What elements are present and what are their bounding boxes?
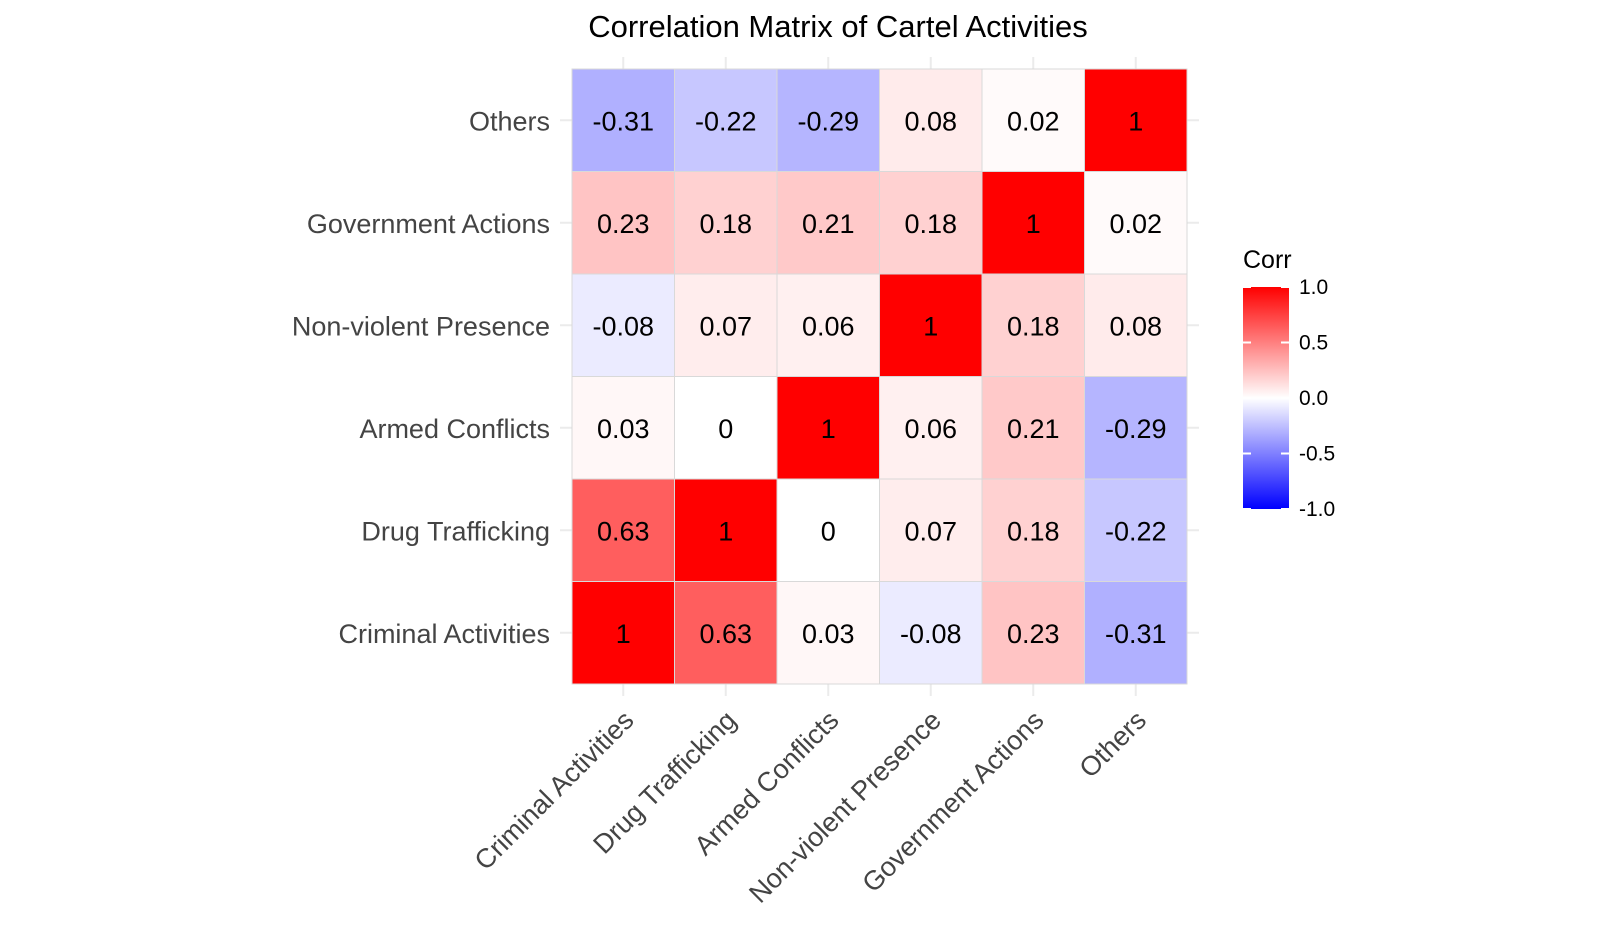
heatmap-cell-label: 1 bbox=[1128, 106, 1143, 136]
x-tick-label-non-violent-presence: Non-violent Presence bbox=[743, 705, 947, 909]
legend-tick-label: 1.0 bbox=[1299, 276, 1328, 299]
heatmap-cell-armed-conflicts-others bbox=[776, 68, 880, 172]
heatmap-cell-label: 0.18 bbox=[699, 209, 752, 239]
heatmap-cell-drug-trafficking-drug-trafficking bbox=[674, 478, 778, 582]
heatmap-cell-label: -0.31 bbox=[1105, 619, 1167, 649]
heatmap-cell-non-violent-presence-others bbox=[879, 68, 983, 172]
heatmap-cell-label: 0.06 bbox=[904, 414, 957, 444]
heatmap-cell-label: -0.29 bbox=[1105, 414, 1167, 444]
heatmap-cell-label: 0.03 bbox=[597, 414, 650, 444]
legend-tick-label: 0.5 bbox=[1299, 332, 1328, 355]
heatmap-cell-armed-conflicts-non-violent-presence bbox=[776, 273, 880, 377]
heatmap-cell-label: 0.02 bbox=[1109, 209, 1162, 239]
heatmap-cell-others-non-violent-presence bbox=[1084, 273, 1188, 377]
heatmap-cell-label: 0.21 bbox=[1007, 414, 1060, 444]
heatmap-cell-drug-trafficking-criminal-activities bbox=[674, 581, 778, 685]
legend-title: Corr bbox=[1243, 246, 1292, 274]
heatmap-cell-label: 0.07 bbox=[904, 516, 957, 546]
heatmap-cell-armed-conflicts-criminal-activities bbox=[776, 581, 880, 685]
heatmap-cell-government-actions-drug-trafficking bbox=[981, 478, 1085, 582]
heatmap-cell-label: 1 bbox=[616, 619, 631, 649]
legend-tick-label: -0.5 bbox=[1299, 443, 1335, 466]
heatmap-cell-label: 0.18 bbox=[1007, 311, 1060, 341]
heatmap-cell-label: 0 bbox=[718, 414, 733, 444]
heatmap-cell-label: 0.06 bbox=[802, 311, 855, 341]
heatmap-cell-label: 0.23 bbox=[597, 209, 650, 239]
heatmap-cell-label: 1 bbox=[718, 516, 733, 546]
heatmap-cell-label: 0 bbox=[821, 516, 836, 546]
heatmap-cell-criminal-activities-criminal-activities bbox=[571, 581, 675, 685]
x-tick-label-others: Others bbox=[1073, 705, 1152, 784]
heatmap-cell-label: 0.23 bbox=[1007, 619, 1060, 649]
heatmap-cell-label: -0.22 bbox=[1105, 516, 1167, 546]
heatmap-cell-label: 0.08 bbox=[904, 106, 957, 136]
y-tick-label-armed-conflicts: Armed Conflicts bbox=[359, 414, 550, 444]
legend-ticks: 1.0 0.5 0.0 -0.5 -1.0 bbox=[1243, 276, 1335, 521]
heatmap-cell-label: 0.18 bbox=[904, 209, 957, 239]
color-legend: Corr 1.0 0.5 0.0 -0.5 -1.0 bbox=[1243, 246, 1335, 521]
heatmap-cell-label: 1 bbox=[923, 311, 938, 341]
heatmap-cell-labels: 1 0.63 0.03 -0.08 0.23 -0.31 0.63 1 0 0.07 0.18 -0.… bbox=[592, 106, 1166, 649]
heatmap-cell-criminal-activities-government-actions bbox=[571, 171, 675, 275]
legend-tick-label: 0.0 bbox=[1299, 387, 1328, 410]
heatmap-cell-label: 1 bbox=[821, 414, 836, 444]
heatmap-cell-non-violent-presence-criminal-activities bbox=[879, 581, 983, 685]
heatmap-cell-drug-trafficking-government-actions bbox=[674, 171, 778, 275]
heatmap-cell-non-violent-presence-armed-conflicts bbox=[879, 376, 983, 480]
heatmap-cell-label: 0.63 bbox=[699, 619, 752, 649]
heatmap-cell-label: -0.31 bbox=[592, 106, 654, 136]
heatmap-cell-drug-trafficking-non-violent-presence bbox=[674, 273, 778, 377]
heatmap-cell-others-drug-trafficking bbox=[1084, 478, 1188, 582]
heatmap-cell-label: 0.03 bbox=[802, 619, 855, 649]
legend-tick-label: -1.0 bbox=[1299, 498, 1335, 521]
heatmap-cell-criminal-activities-others bbox=[571, 68, 675, 172]
heatmap-cell-label: 1 bbox=[1026, 209, 1041, 239]
heatmap-cell-government-actions-armed-conflicts bbox=[981, 376, 1085, 480]
heatmap-cell-others-criminal-activities bbox=[1084, 581, 1188, 685]
y-tick-label-others: Others bbox=[469, 106, 550, 136]
heatmap-cell-label: -0.08 bbox=[592, 311, 654, 341]
heatmap-cell-armed-conflicts-armed-conflicts bbox=[776, 376, 880, 480]
heatmap-cell-label: 0.02 bbox=[1007, 106, 1060, 136]
y-axis-tick-labels: Criminal Activities Drug Trafficking Armed… bbox=[292, 106, 550, 649]
heatmap-cell-non-violent-presence-drug-trafficking bbox=[879, 478, 983, 582]
y-tick-label-drug-trafficking: Drug Trafficking bbox=[361, 516, 550, 546]
heatmap-cell-label: -0.22 bbox=[695, 106, 757, 136]
heatmap-cell-label: -0.08 bbox=[900, 619, 962, 649]
heatmap-cell-drug-trafficking-others bbox=[674, 68, 778, 172]
y-tick-label-criminal-activities: Criminal Activities bbox=[338, 619, 550, 649]
heatmap-cells bbox=[571, 68, 1188, 685]
heatmap-cell-non-violent-presence-non-violent-presence bbox=[879, 273, 983, 377]
heatmap-cell-government-actions-others bbox=[981, 68, 1085, 172]
x-tick-label-government-actions: Government Actions bbox=[856, 705, 1049, 898]
heatmap-cell-non-violent-presence-government-actions bbox=[879, 171, 983, 275]
heatmap-cell-label: 0.21 bbox=[802, 209, 855, 239]
heatmap-cell-label: 0.63 bbox=[597, 516, 650, 546]
y-tick-label-non-violent-presence: Non-violent Presence bbox=[292, 311, 550, 341]
heatmap-cell-government-actions-government-actions bbox=[981, 171, 1085, 275]
heatmap-cell-label: -0.29 bbox=[797, 106, 859, 136]
heatmap-cell-others-others bbox=[1084, 68, 1188, 172]
heatmap-cell-armed-conflicts-drug-trafficking bbox=[776, 478, 880, 582]
heatmap-cell-others-armed-conflicts bbox=[1084, 376, 1188, 480]
y-tick-label-government-actions: Government Actions bbox=[307, 209, 550, 239]
heatmap-cell-criminal-activities-drug-trafficking bbox=[571, 478, 675, 582]
heatmap-cell-label: 0.18 bbox=[1007, 516, 1060, 546]
heatmap-cell-label: 0.07 bbox=[699, 311, 752, 341]
heatmap-cell-label: 0.08 bbox=[1109, 311, 1162, 341]
heatmap-cell-armed-conflicts-government-actions bbox=[776, 171, 880, 275]
chart-title: Correlation Matrix of Cartel Activities bbox=[588, 9, 1088, 44]
